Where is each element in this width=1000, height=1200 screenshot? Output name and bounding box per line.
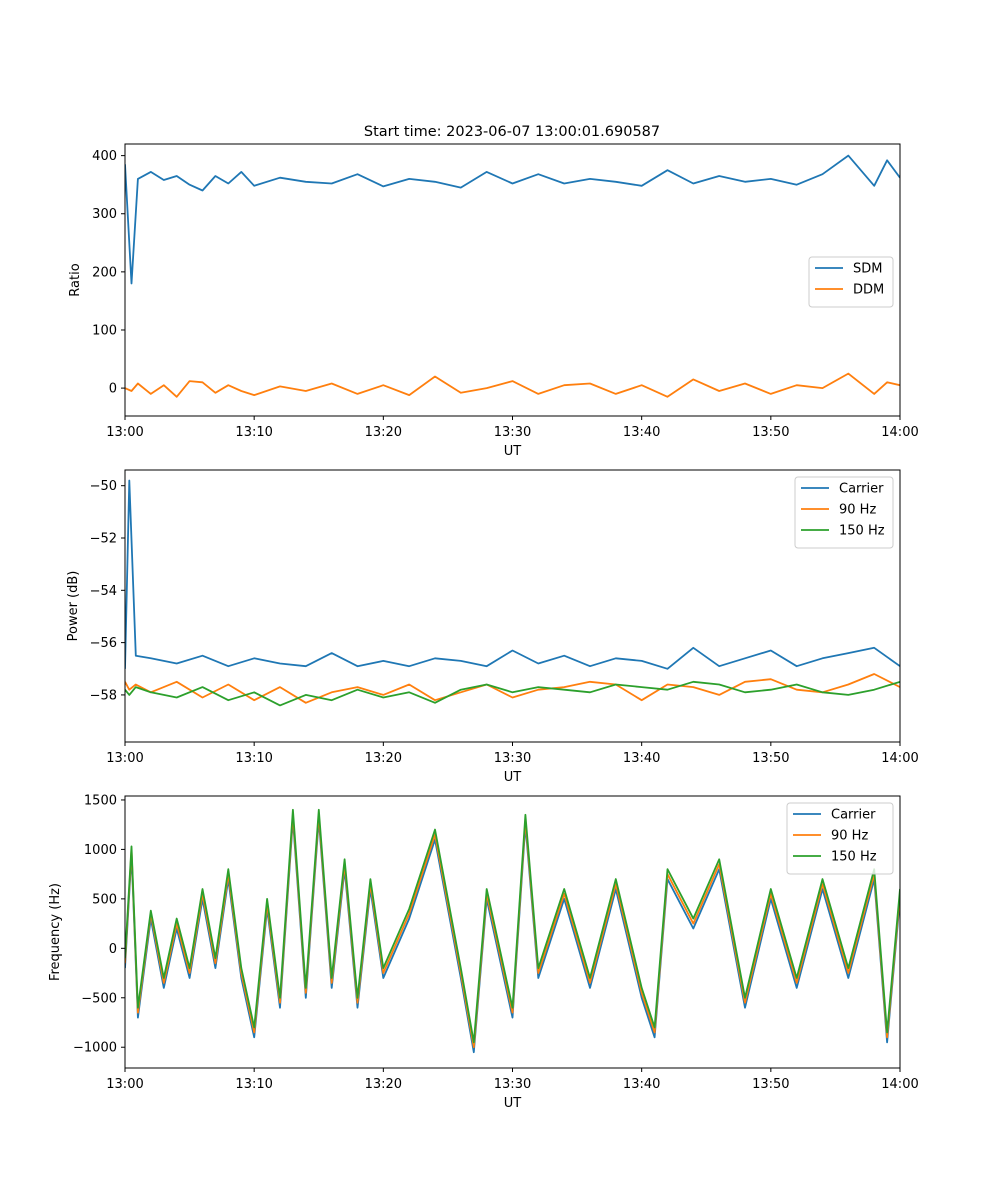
x-tick-label: 14:00 [881,751,918,766]
x-tick-label: 13:00 [106,425,143,440]
plot-frame [124,469,901,743]
x-tick-label: 13:40 [623,1077,660,1092]
x-tick-label: 13:40 [623,425,660,440]
y-axis-label: Frequency (Hz) [48,883,63,981]
legend: SDM DDM [808,256,894,308]
series-line-sdm [125,154,900,285]
y-axis-label: Power (dB) [66,571,81,642]
y-tick-label: 200 [92,265,117,280]
legend-label: DDM [853,283,884,298]
y-tick-label: −58 [90,688,117,703]
y-tick-label: 100 [92,323,117,338]
legend-label: 90 Hz [831,829,868,844]
x-tick-label: 13:20 [365,425,402,440]
x-tick-label: 14:00 [881,425,918,440]
chart-panels: 13:00 13:10 13:20 13:30 13:40 13:50 14:00 0 100 2… [48,143,919,1111]
y-axis-label: Ratio [68,263,83,296]
legend-label: 90 Hz [839,503,876,518]
y-tick-label: −56 [90,636,117,651]
y-tick-label: 1000 [84,843,117,858]
legend-label: Carrier [839,482,884,497]
plot-frame [124,143,901,417]
legend-box [808,256,894,308]
y-tick-label: −50 [90,479,117,494]
x-tick-label: 13:20 [365,751,402,766]
x-axis-label: UT [504,770,522,785]
series-line-ddm [125,372,900,398]
y-tick-label: 300 [92,207,117,222]
series-line-carrier [125,479,900,670]
y-tick-label: 0 [109,382,117,397]
series-line-150-hz [125,808,900,1044]
figure-title: Start time: 2023-06-07 13:00:01.690587 [364,124,660,140]
x-tick-label: 13:00 [106,751,143,766]
legend: Carrier 90 Hz 150 Hz [786,802,894,875]
x-tick-label: 13:40 [623,751,660,766]
series-line-150-hz [125,680,900,707]
x-tick-label: 13:50 [752,425,789,440]
x-tick-label: 14:00 [881,1077,918,1092]
legend-label: Carrier [831,808,876,823]
chart-panel-1: 13:00 13:10 13:20 13:30 13:40 13:50 14:00 0 100 2… [68,143,919,459]
legend: Carrier 90 Hz 150 Hz [794,476,894,549]
x-tick-label: 13:20 [365,1077,402,1092]
x-tick-label: 13:10 [235,751,272,766]
y-tick-label: 400 [92,149,117,164]
y-tick-label: 0 [109,942,117,957]
legend-label: SDM [853,262,882,277]
y-tick-label: −54 [90,584,117,599]
x-axis-label: UT [504,1096,522,1111]
chart-panel-2: 13:00 13:10 13:20 13:30 13:40 13:50 14:00 −58 −5… [66,469,919,785]
y-tick-label: −52 [90,532,117,547]
x-tick-label: 13:30 [494,751,531,766]
x-tick-label: 13:10 [235,1077,272,1092]
y-tick-label: −1000 [73,1041,117,1056]
legend-label: 150 Hz [839,524,885,539]
y-tick-label: 1500 [84,793,117,808]
x-tick-label: 13:50 [752,1077,789,1092]
chart-panel-3: 13:00 13:10 13:20 13:30 13:40 13:50 14:00 −1000… [48,793,919,1111]
x-tick-label: 13:30 [494,425,531,440]
series-line-carrier [125,818,900,1054]
x-tick-label: 13:10 [235,425,272,440]
y-tick-label: 500 [92,892,117,907]
x-tick-label: 13:50 [752,751,789,766]
y-tick-label: −500 [81,991,117,1006]
x-tick-label: 13:30 [494,1077,531,1092]
legend-label: 150 Hz [831,850,877,865]
x-tick-label: 13:00 [106,1077,143,1092]
series-line-90-hz [125,673,900,704]
x-axis-label: UT [504,444,522,459]
